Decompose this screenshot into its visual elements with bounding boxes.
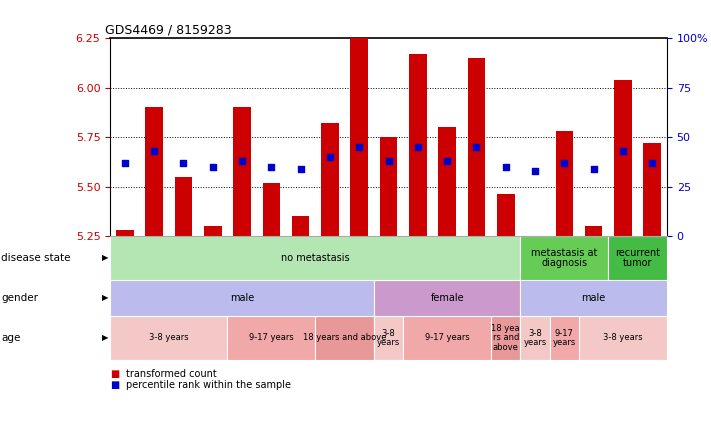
Text: 3-8 years: 3-8 years	[603, 333, 643, 342]
Bar	[145, 107, 163, 236]
Text: 18 yea
rs and
above: 18 yea rs and above	[491, 324, 520, 352]
Bar	[520, 236, 609, 280]
Point	[178, 159, 189, 166]
Text: 9-17 years: 9-17 years	[424, 333, 469, 342]
Bar	[579, 316, 667, 360]
Point	[530, 168, 541, 174]
Bar	[380, 137, 397, 236]
Text: ▶: ▶	[102, 253, 108, 262]
Point	[646, 159, 658, 166]
Bar	[175, 177, 192, 236]
Text: transformed count: transformed count	[126, 369, 217, 379]
Point	[383, 157, 394, 164]
Bar	[555, 131, 573, 236]
Bar	[520, 316, 550, 360]
Text: GDS4469 / 8159283: GDS4469 / 8159283	[105, 24, 231, 37]
Bar	[526, 236, 544, 242]
Point	[617, 148, 629, 154]
Text: female: female	[430, 293, 464, 303]
Text: ▶: ▶	[102, 333, 108, 342]
Bar	[609, 236, 667, 280]
Text: percentile rank within the sample: percentile rank within the sample	[126, 380, 291, 390]
Bar	[491, 316, 520, 360]
Bar	[374, 316, 403, 360]
Text: 3-8 years: 3-8 years	[149, 333, 188, 342]
Point	[266, 163, 277, 170]
Point	[207, 163, 218, 170]
Bar	[262, 183, 280, 236]
Text: ■: ■	[110, 380, 119, 390]
Point	[236, 157, 247, 164]
Point	[412, 143, 424, 150]
Point	[324, 154, 336, 160]
Bar	[409, 54, 427, 236]
Text: male: male	[582, 293, 606, 303]
Point	[149, 148, 160, 154]
Bar	[643, 143, 661, 236]
Point	[588, 165, 599, 172]
Text: no metastasis: no metastasis	[281, 253, 350, 263]
Bar	[497, 195, 515, 236]
Bar	[110, 236, 520, 280]
Point	[353, 143, 365, 150]
Point	[500, 163, 511, 170]
Bar	[110, 280, 374, 316]
Text: 3-8
years: 3-8 years	[523, 329, 547, 347]
Text: 9-17
years: 9-17 years	[552, 329, 576, 347]
Text: disease state: disease state	[1, 253, 71, 263]
Bar	[351, 38, 368, 236]
Point	[295, 165, 306, 172]
Bar	[292, 216, 309, 236]
Text: metastasis at
diagnosis: metastasis at diagnosis	[531, 247, 597, 268]
Bar	[204, 226, 222, 236]
Text: ■: ■	[110, 369, 119, 379]
Point	[559, 159, 570, 166]
Text: 9-17 years: 9-17 years	[249, 333, 294, 342]
Bar	[468, 58, 485, 236]
Text: ▶: ▶	[102, 294, 108, 302]
Text: recurrent
tumor: recurrent tumor	[615, 247, 661, 268]
Bar	[321, 123, 338, 236]
Bar	[116, 230, 134, 236]
Bar	[110, 316, 228, 360]
Bar	[315, 316, 374, 360]
Text: male: male	[230, 293, 255, 303]
Point	[471, 143, 482, 150]
Point	[119, 159, 131, 166]
Text: age: age	[1, 333, 21, 343]
Bar	[520, 280, 667, 316]
Text: gender: gender	[1, 293, 38, 303]
Bar	[614, 80, 632, 236]
Text: 18 years and above: 18 years and above	[303, 333, 386, 342]
Text: 3-8
years: 3-8 years	[377, 329, 400, 347]
Bar	[228, 316, 315, 360]
Bar	[403, 316, 491, 360]
Bar	[233, 107, 251, 236]
Bar	[439, 127, 456, 236]
Bar	[585, 226, 602, 236]
Point	[442, 157, 453, 164]
Bar	[550, 316, 579, 360]
Bar	[374, 280, 520, 316]
